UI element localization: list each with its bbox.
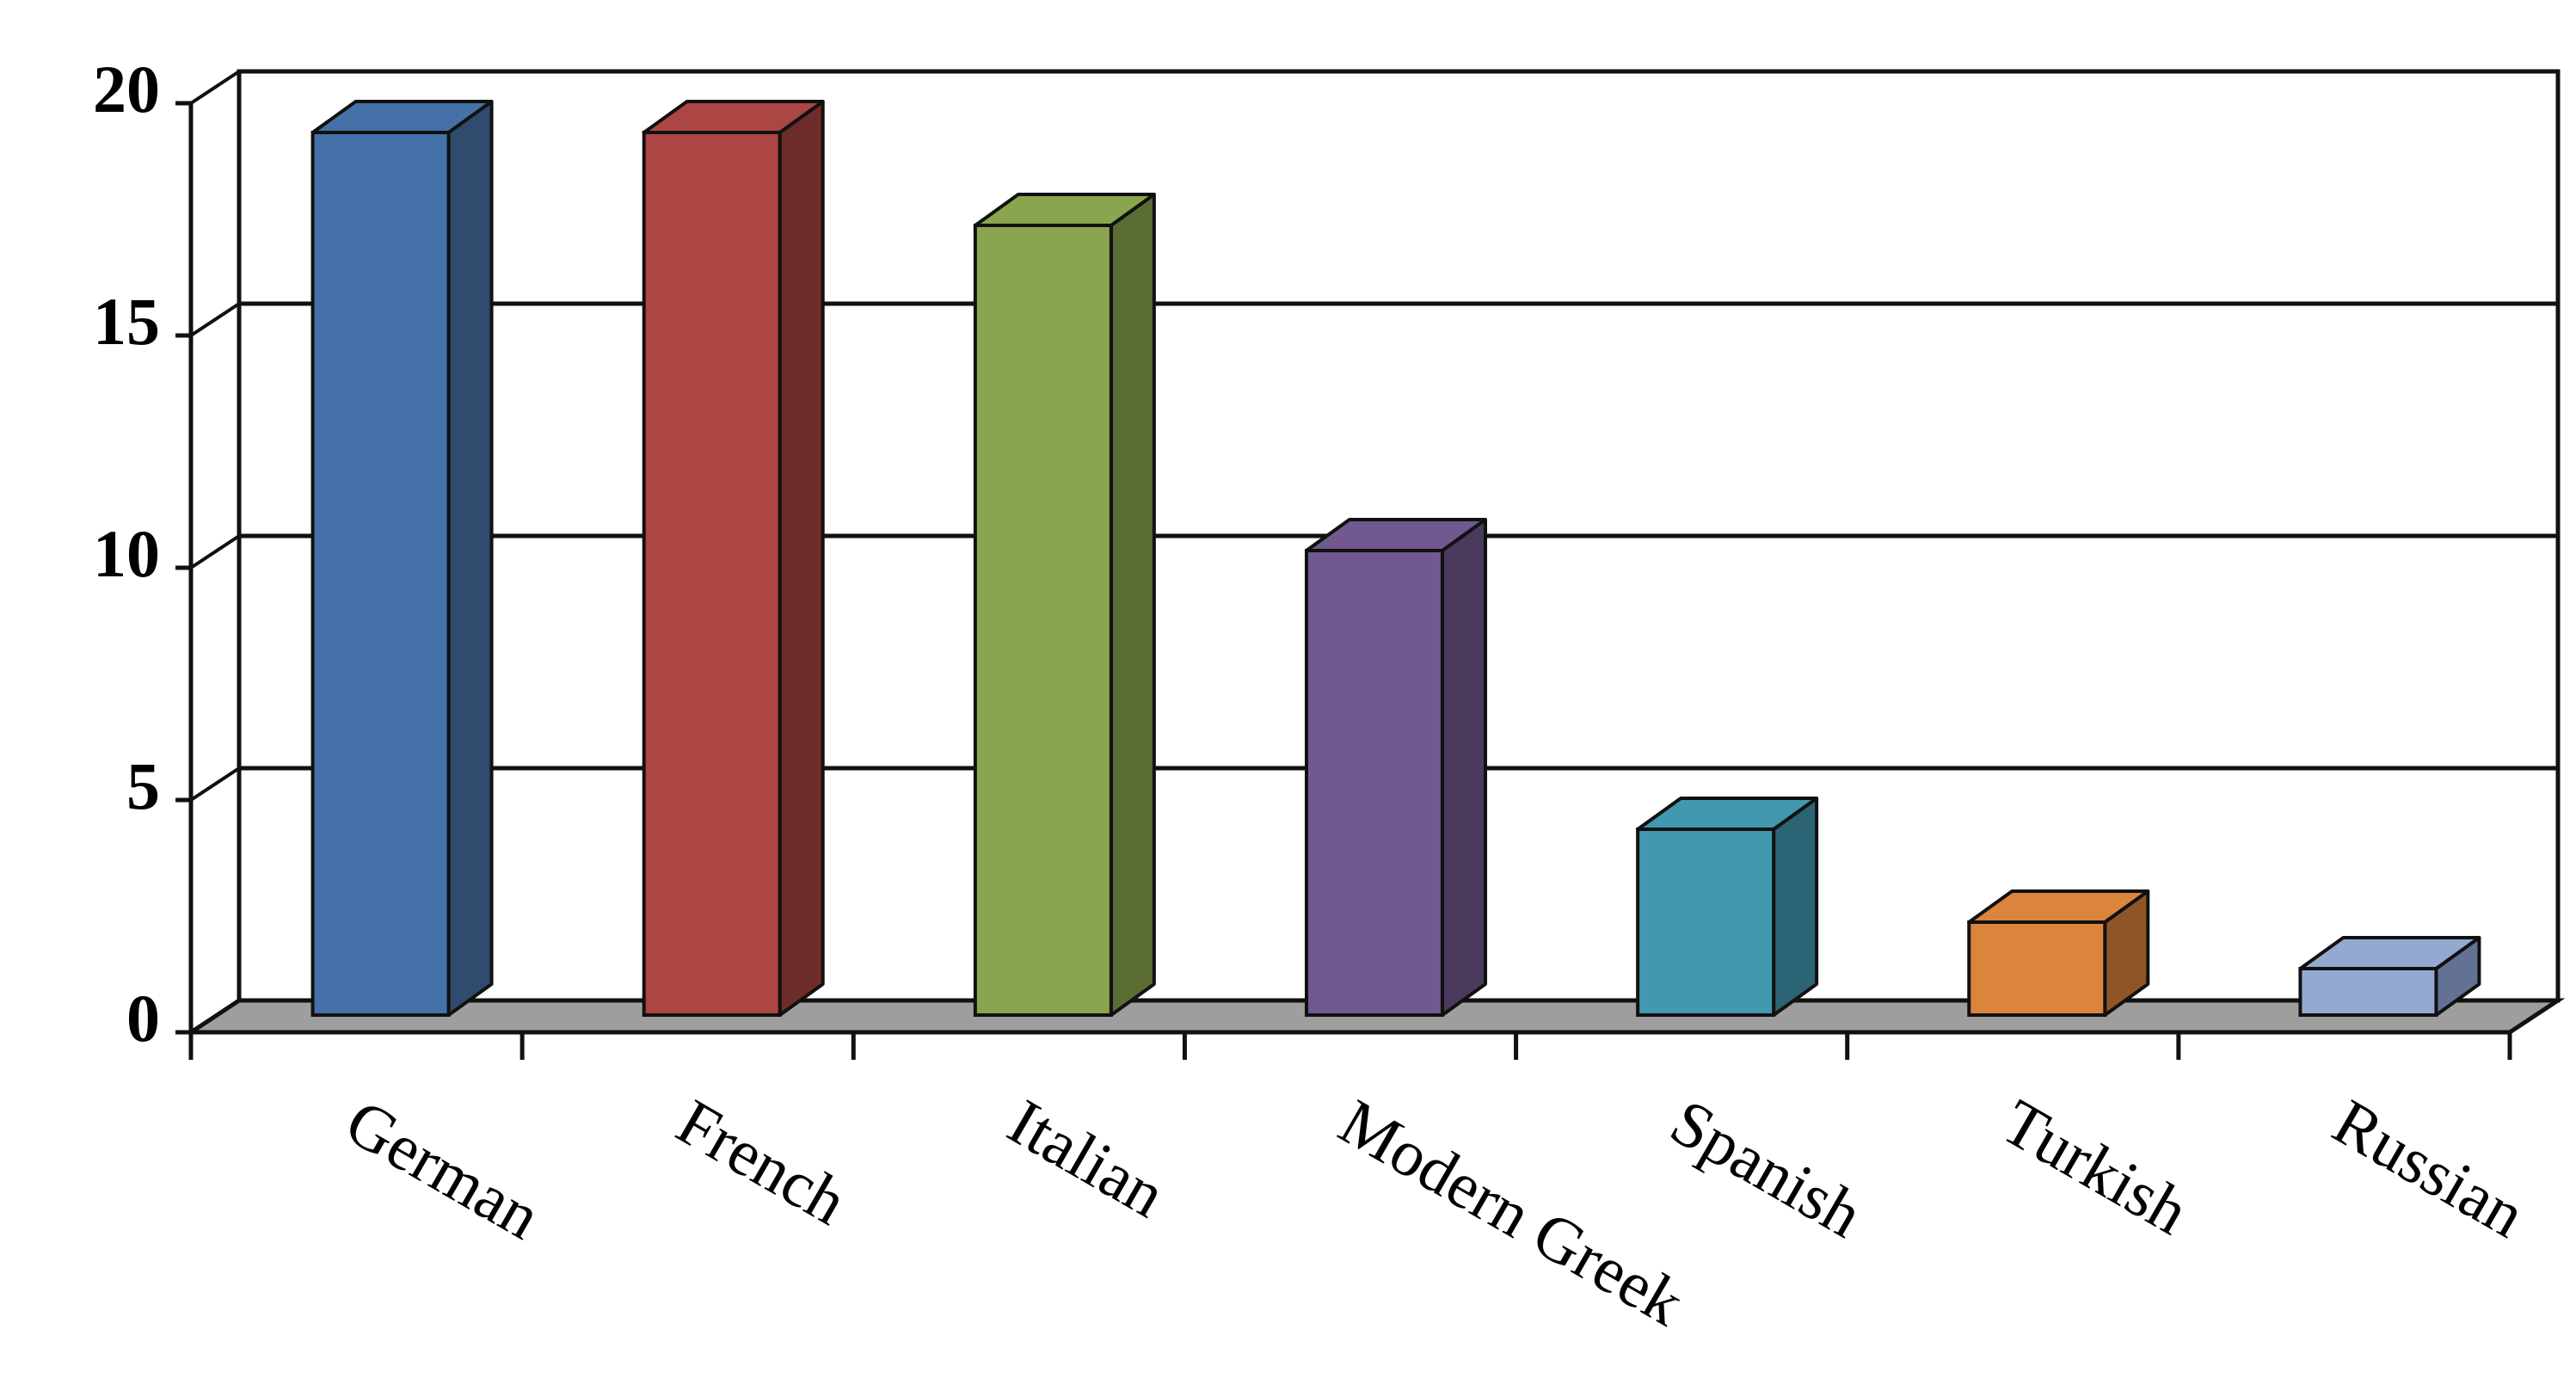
bar-front-face xyxy=(2298,967,2438,1017)
bar-front-face xyxy=(1967,920,2107,1017)
bar-side-face xyxy=(1441,518,1487,1017)
x-tick-label: French xyxy=(665,1086,858,1239)
y-tick-label: 15 xyxy=(93,284,160,359)
y-tick-label: 0 xyxy=(126,981,160,1055)
y-tick-label: 10 xyxy=(93,516,160,591)
bar-side-face xyxy=(446,100,494,1017)
side-wall-line xyxy=(189,302,241,337)
y-tick-label: 5 xyxy=(126,748,160,823)
x-tick-label: Spanish xyxy=(1659,1086,1874,1252)
chart-bars xyxy=(310,100,2481,1017)
x-tick-label: German xyxy=(334,1086,552,1253)
x-tick-label: Turkish xyxy=(1990,1086,2200,1249)
bar-italian xyxy=(973,193,1156,1017)
bar-front-face xyxy=(310,131,451,1017)
chart-axes xyxy=(175,101,2512,1060)
x-tick-label: Russian xyxy=(2321,1086,2536,1252)
bar-front-face xyxy=(1305,549,1444,1017)
bar-turkish xyxy=(1967,889,2150,1017)
side-wall-line xyxy=(189,534,241,569)
bar-front-face xyxy=(642,131,782,1017)
bar-modern-greek xyxy=(1305,518,1487,1017)
y-tick-labels: 0 5 10 15 20 xyxy=(93,52,160,1055)
bar-russian xyxy=(2298,936,2481,1017)
x-tick-label: Italian xyxy=(996,1086,1177,1232)
bar-french xyxy=(642,100,825,1017)
side-wall-line xyxy=(189,766,241,802)
bar-german xyxy=(310,100,494,1017)
bar-front-face xyxy=(973,224,1113,1017)
bar-side-face xyxy=(1772,797,1819,1017)
x-tick-label: Modern Greek xyxy=(1328,1086,1696,1339)
bar-side-face xyxy=(1109,193,1156,1017)
bar-spanish xyxy=(1636,797,1819,1017)
side-wall-line xyxy=(189,70,241,105)
y-tick-label: 20 xyxy=(93,52,160,126)
bar-side-face xyxy=(778,100,825,1017)
bar-front-face xyxy=(1636,828,1776,1017)
